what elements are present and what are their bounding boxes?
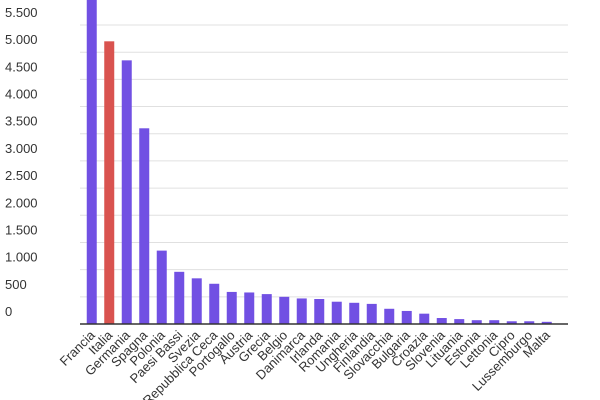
bar (349, 302, 360, 324)
y-tick-label: 5.000 (5, 32, 38, 47)
bar (139, 128, 150, 324)
bar (454, 319, 465, 324)
bar (384, 308, 395, 324)
y-tick-label: 3.000 (5, 141, 38, 156)
y-tick-label: 5.500 (5, 5, 38, 20)
y-tick-label: 1.500 (5, 222, 38, 237)
bar (279, 296, 290, 324)
y-tick-label: 3.500 (5, 114, 38, 129)
bar (86, 0, 97, 325)
bar (226, 291, 237, 324)
y-tick-label: 4.500 (5, 59, 38, 74)
bar (366, 303, 377, 324)
y-tick-label: 500 (5, 277, 27, 292)
bar (296, 298, 307, 324)
y-tick-label: 2.000 (5, 195, 38, 210)
bar (209, 283, 220, 324)
bar (471, 320, 482, 324)
y-tick-label: 0 (5, 304, 12, 319)
bar (541, 321, 552, 324)
bar (436, 318, 447, 324)
bar (489, 320, 500, 324)
y-tick-label: 4.000 (5, 87, 38, 102)
bar (191, 278, 202, 324)
y-tick-label: 1.000 (5, 250, 38, 265)
bar (261, 294, 272, 324)
bar (331, 301, 342, 324)
bar (524, 321, 535, 324)
bar (401, 310, 412, 324)
bar (244, 292, 255, 324)
bar (156, 250, 167, 324)
bar (314, 298, 325, 324)
bar (121, 60, 132, 324)
y-tick-label: 2.500 (5, 168, 38, 183)
bar (506, 321, 517, 324)
bar (104, 41, 115, 325)
bar (174, 271, 185, 324)
bar (419, 313, 430, 324)
